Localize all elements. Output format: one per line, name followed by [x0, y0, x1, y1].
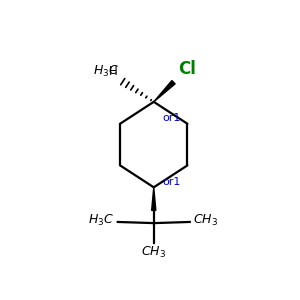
Text: $H_3C$: $H_3C$	[88, 213, 114, 228]
Text: or1: or1	[162, 113, 180, 123]
Polygon shape	[152, 187, 156, 210]
Text: $H_3C$: $H_3C$	[93, 64, 119, 79]
Text: $CH_3$: $CH_3$	[141, 245, 166, 260]
Text: H: H	[109, 64, 118, 78]
Text: or1: or1	[162, 176, 180, 187]
Text: Cl: Cl	[178, 60, 196, 78]
Text: $CH_3$: $CH_3$	[193, 213, 218, 228]
Polygon shape	[154, 81, 175, 102]
